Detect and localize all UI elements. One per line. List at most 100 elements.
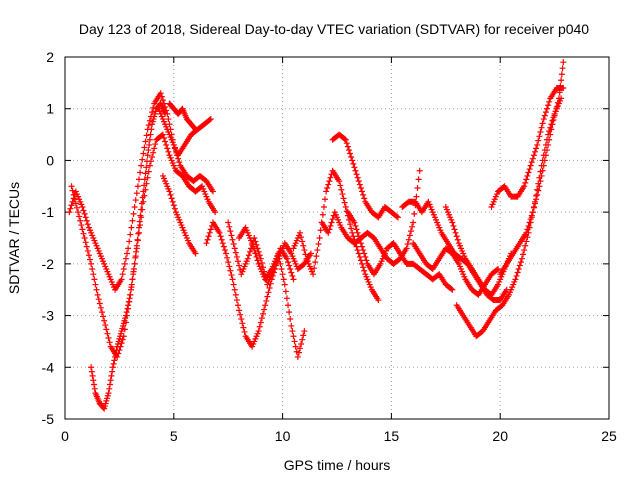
data-point [131, 260, 138, 267]
data-point [92, 281, 99, 288]
data-point [297, 229, 304, 236]
data-point [227, 267, 234, 274]
data-point [298, 341, 305, 348]
series-track [203, 219, 314, 350]
series-track [166, 100, 199, 133]
data-point [285, 259, 292, 266]
data-point [359, 260, 366, 267]
data-point [354, 229, 361, 236]
data-point [326, 226, 333, 233]
data-point [217, 233, 224, 240]
data-point [536, 133, 543, 140]
data-point [238, 316, 245, 323]
data-point [223, 250, 230, 257]
data-point [533, 145, 540, 152]
data-point [132, 253, 139, 260]
data-point [517, 259, 524, 266]
data-point [102, 322, 109, 329]
data-point [351, 164, 358, 171]
data-point [524, 172, 531, 179]
data-point [234, 258, 241, 265]
data-point [393, 213, 400, 220]
data-point [552, 108, 559, 115]
data-point [354, 174, 361, 181]
data-point [138, 214, 145, 221]
data-point [225, 219, 232, 226]
data-point [101, 317, 108, 324]
data-point [265, 289, 272, 296]
data-point [206, 116, 213, 123]
data-point [328, 219, 335, 226]
y-tick-label: 2 [46, 49, 54, 65]
data-point [121, 260, 128, 267]
data-point [337, 182, 344, 189]
data-point [516, 262, 523, 269]
data-point [143, 180, 150, 187]
data-point [133, 190, 140, 197]
data-point [356, 181, 363, 188]
data-point [513, 272, 520, 279]
data-point [279, 271, 286, 278]
data-point [251, 235, 258, 241]
data-point [411, 210, 418, 217]
data-point [525, 169, 532, 176]
data-point [290, 333, 297, 340]
data-point [295, 349, 302, 356]
data-point [535, 187, 542, 194]
data-point [84, 221, 91, 228]
data-point [524, 226, 531, 233]
data-point [83, 243, 90, 250]
data-point [169, 198, 176, 205]
data-point [77, 217, 84, 224]
data-point [106, 385, 113, 392]
data-point [283, 295, 290, 302]
data-point [347, 150, 354, 157]
x-tick-label: 5 [170, 428, 178, 444]
data-point [229, 236, 236, 243]
data-point [313, 253, 320, 260]
data-point [403, 245, 410, 252]
data-point [326, 178, 333, 185]
data-point [342, 136, 349, 143]
data-point [546, 98, 553, 105]
data-point [130, 268, 137, 275]
data-point [66, 209, 73, 216]
data-point [90, 377, 97, 384]
data-point [528, 212, 535, 219]
data-point [132, 197, 139, 204]
data-point [261, 268, 268, 275]
data-point [105, 334, 112, 341]
data-point [322, 196, 329, 203]
data-point [241, 328, 248, 335]
y-tick-label: -2 [42, 256, 55, 272]
series-track [66, 90, 216, 293]
data-point [158, 93, 165, 100]
data-point [536, 183, 543, 190]
data-point [301, 328, 308, 335]
x-tick-label: 25 [601, 428, 617, 444]
data-point [137, 222, 144, 229]
data-point [541, 112, 548, 119]
data-point [206, 229, 213, 236]
data-point [128, 284, 135, 291]
x-tick-label: 0 [61, 428, 69, 444]
data-point [87, 256, 94, 263]
data-point [230, 241, 237, 248]
data-point [360, 191, 367, 198]
data-point [542, 152, 549, 159]
data-point [159, 97, 166, 104]
data-point [256, 252, 263, 259]
axis-ticks: 0 5 10 15 20 25 -5 -4 -3 -2 -1 0 1 2 [42, 49, 617, 444]
data-point [80, 230, 87, 237]
data-point [545, 102, 552, 109]
data-point [88, 260, 95, 267]
data-point [320, 203, 327, 210]
data-point [541, 157, 548, 164]
data-point [271, 262, 278, 269]
data-point [80, 207, 87, 214]
data-point [350, 160, 357, 167]
data-point [68, 202, 75, 209]
data-point [191, 125, 198, 132]
data-point [266, 284, 273, 291]
data-point [248, 245, 255, 252]
